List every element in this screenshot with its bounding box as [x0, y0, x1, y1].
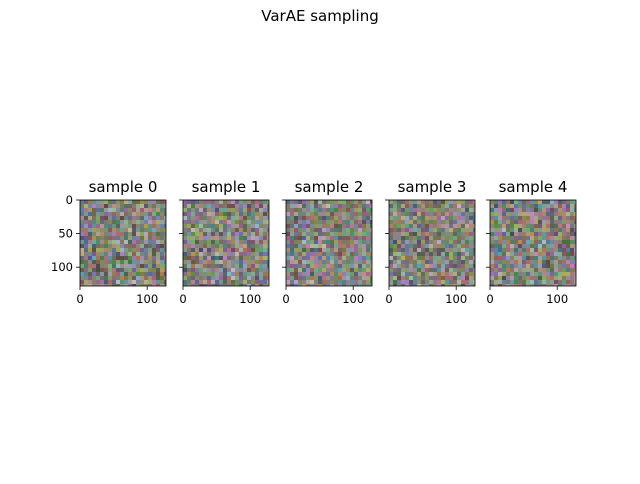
noise-image-4: [490, 200, 576, 286]
panel-1: sample 1 0 100: [179, 178, 270, 306]
panel-4: sample 4 0 100: [486, 178, 577, 306]
figure-title: VarAE sampling: [261, 7, 379, 25]
panel-title-4: sample 4: [499, 178, 568, 196]
x-tick-label-0-100: 100: [136, 292, 158, 306]
panel-2: sample 2 0 100: [282, 178, 373, 306]
panel-title-2: sample 2: [295, 178, 364, 196]
panel-title-0: sample 0: [89, 178, 158, 196]
noise-image-1: [183, 200, 269, 286]
y-tick-label-0-100: 100: [51, 260, 73, 274]
x-tick-label-3-100: 100: [445, 292, 467, 306]
y-tick-label-0-0: 0: [66, 193, 73, 207]
panel-title-3: sample 3: [398, 178, 467, 196]
axes-frame-0: [79, 199, 167, 287]
axes-frame-4: [489, 199, 577, 287]
noise-image-3: [389, 200, 475, 286]
x-tick-label-1-0: 0: [179, 292, 186, 306]
panel-3: sample 3 0 100: [385, 178, 476, 306]
x-tick-label-0-0: 0: [76, 292, 83, 306]
x-tick-label-4-0: 0: [486, 292, 493, 306]
axes-frame-3: [388, 199, 476, 287]
x-tick-label-2-0: 0: [282, 292, 289, 306]
x-tick-label-1-100: 100: [239, 292, 261, 306]
y-tick-label-0-50: 50: [58, 227, 73, 241]
x-tick-label-2-100: 100: [342, 292, 364, 306]
x-tick-label-3-0: 0: [385, 292, 392, 306]
axes-frame-2: [285, 199, 373, 287]
noise-image-0: [80, 200, 166, 286]
panel-title-1: sample 1: [192, 178, 261, 196]
axes-frame-1: [182, 199, 270, 287]
panel-0: sample 0 0 100 0 50 100: [51, 178, 167, 306]
noise-image-2: [286, 200, 372, 286]
x-tick-label-4-100: 100: [546, 292, 568, 306]
